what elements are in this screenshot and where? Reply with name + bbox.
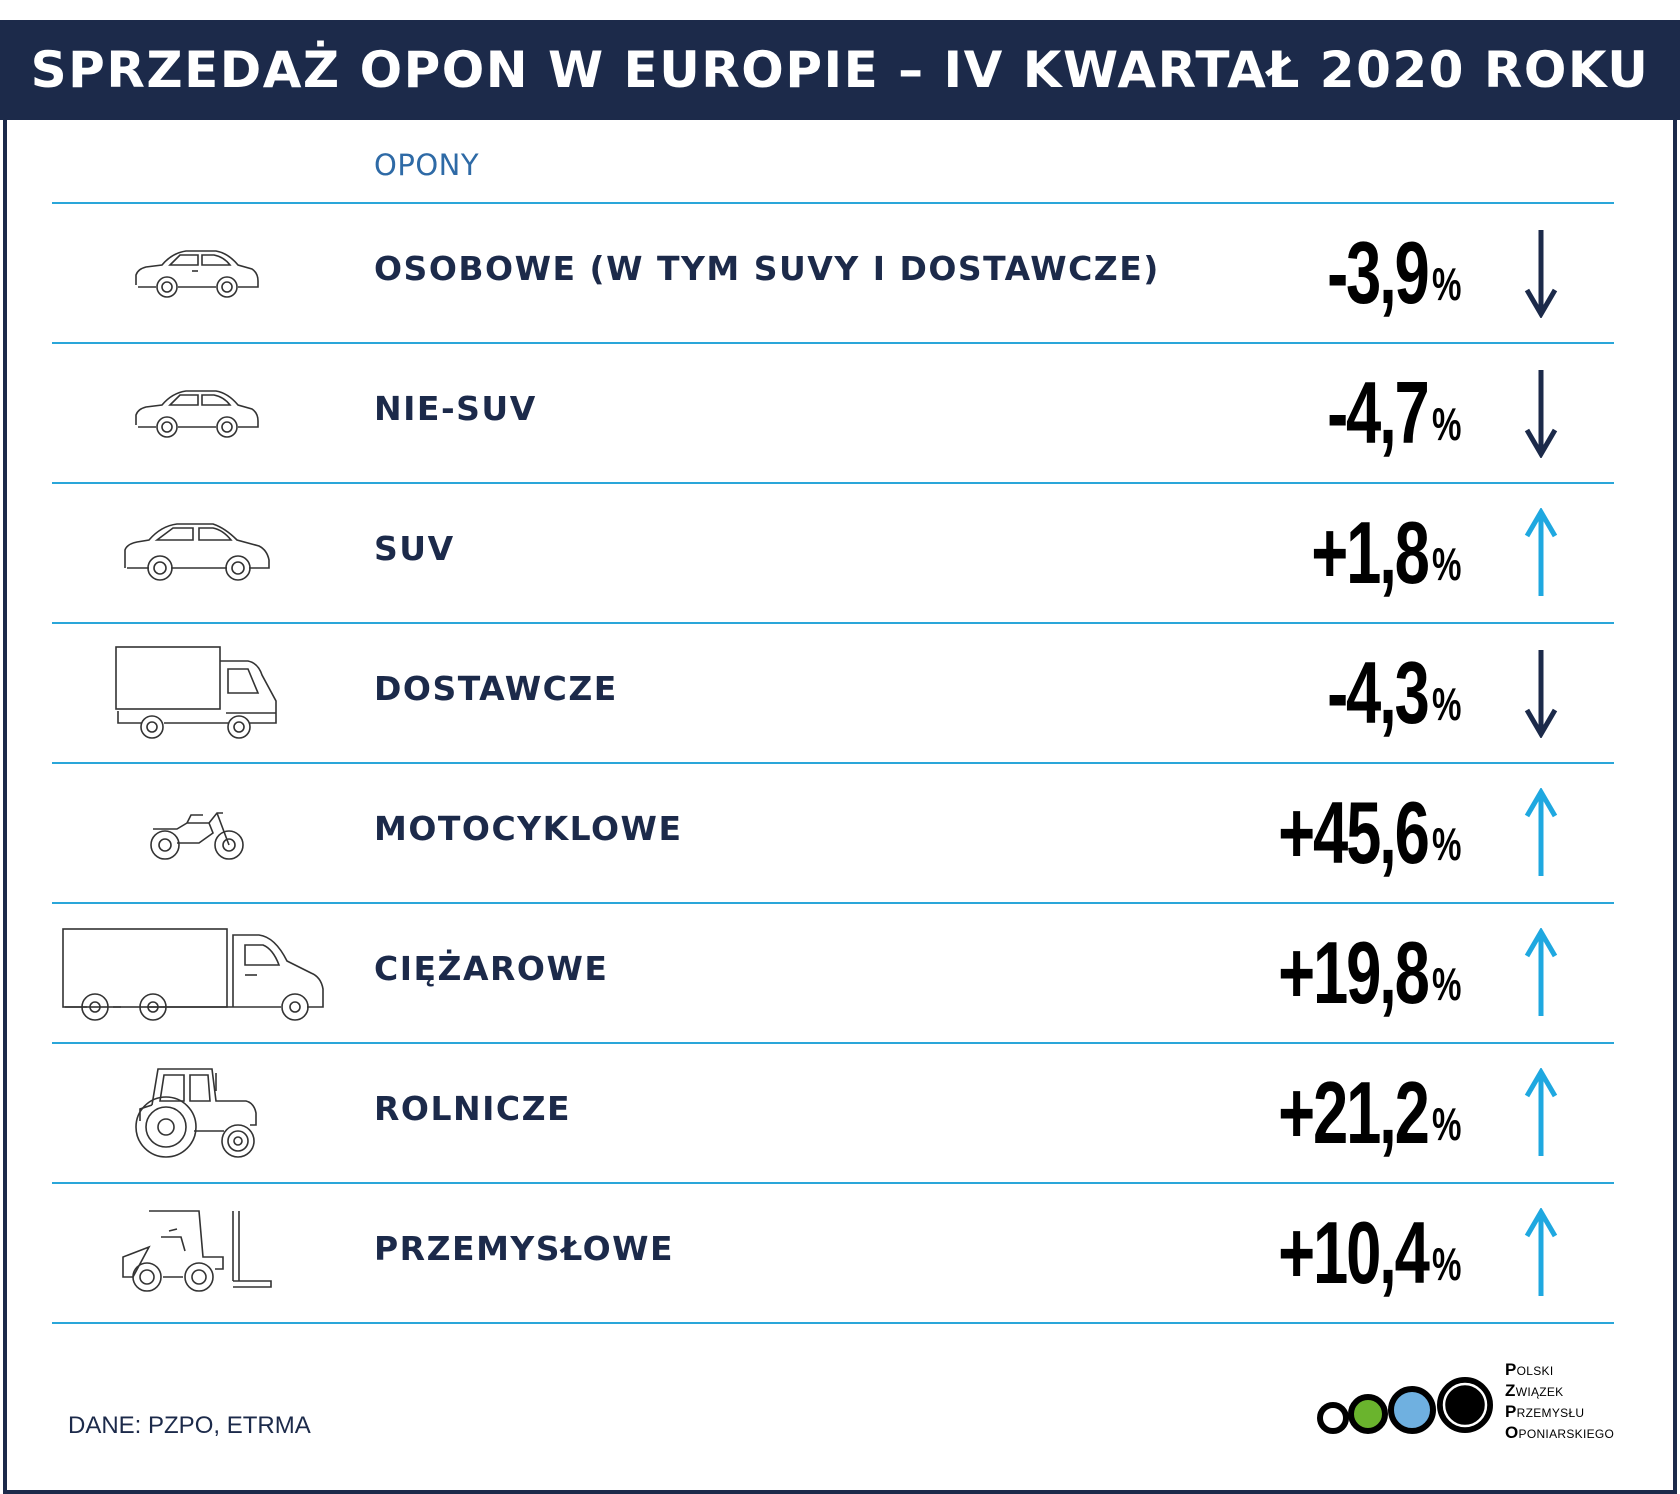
row-divider <box>52 342 1614 344</box>
arrow-up-icon <box>1524 508 1558 596</box>
arrow-up-icon <box>1524 1208 1558 1296</box>
row-divider <box>52 482 1614 484</box>
pzpo-logo-icon <box>1317 1377 1493 1434</box>
row-unit: % <box>1432 538 1462 590</box>
row-unit: % <box>1432 818 1462 870</box>
car-icon <box>135 250 259 298</box>
row-divider <box>52 1182 1614 1184</box>
forklift-icon <box>122 1210 272 1292</box>
row-unit: % <box>1432 398 1462 450</box>
row-label: CIĘŻAROWE <box>374 948 609 988</box>
arrow-down-icon <box>1524 230 1558 318</box>
table-row: PRZEMYSŁOWE +10,4 % <box>52 1184 1614 1322</box>
row-value: +45,6 <box>1278 783 1430 882</box>
row-label: DOSTAWCZE <box>374 668 618 708</box>
row-unit: % <box>1432 1238 1462 1290</box>
row-divider <box>52 622 1614 624</box>
arrow-up-icon <box>1524 1068 1558 1156</box>
arrow-down-icon <box>1524 650 1558 738</box>
row-value: +10,4 <box>1278 1203 1430 1302</box>
table-row: NIE-SUV -4,7 % <box>52 344 1614 482</box>
van-truck-icon <box>115 646 277 739</box>
row-value: +19,8 <box>1278 923 1430 1022</box>
row-label: SUV <box>374 528 455 568</box>
row-unit: % <box>1432 258 1462 310</box>
row-unit: % <box>1432 678 1462 730</box>
suv-icon <box>124 523 270 581</box>
table-row: SUV +1,8 % <box>52 484 1614 622</box>
row-divider <box>52 1322 1614 1324</box>
row-value: -4,7 <box>1327 363 1430 462</box>
arrow-up-icon <box>1524 788 1558 876</box>
row-value: -3,9 <box>1327 223 1430 322</box>
column-label: OPONY <box>374 148 480 182</box>
header-banner: SPRZEDAŻ OPON W EUROPIE – IV KWARTAŁ 202… <box>0 20 1680 120</box>
table-row: DOSTAWCZE -4,3 % <box>52 624 1614 762</box>
row-value: +21,2 <box>1278 1063 1430 1162</box>
data-source: DANE: PZPO, ETRMA <box>68 1412 311 1439</box>
tire-sales-table: OSOBOWE (W TYM SUVY I DOSTAWCZE) -3,9 % … <box>52 202 1614 1324</box>
car-icon <box>135 390 259 438</box>
lorry-icon <box>62 928 324 1021</box>
table-row: CIĘŻAROWE +19,8 % <box>52 904 1614 1042</box>
row-unit: % <box>1432 1098 1462 1150</box>
infographic-frame <box>3 20 1677 1494</box>
motorcycle-icon <box>150 812 244 860</box>
row-divider <box>52 762 1614 764</box>
row-label: NIE-SUV <box>374 388 537 428</box>
page-title: SPRZEDAŻ OPON W EUROPIE – IV KWARTAŁ 202… <box>30 41 1650 99</box>
row-label: ROLNICZE <box>374 1088 572 1128</box>
pzpo-logo-text: POLSKI ZWIĄZEK PRZEMYSŁU OPONIARSKIEGO <box>1505 1360 1615 1442</box>
row-label: OSOBOWE (W TYM SUVY I DOSTAWCZE) <box>374 248 1160 288</box>
table-row: ROLNICZE +21,2 % <box>52 1044 1614 1182</box>
row-divider <box>52 1042 1614 1044</box>
row-divider <box>52 902 1614 904</box>
table-row: OSOBOWE (W TYM SUVY I DOSTAWCZE) -3,9 % <box>52 204 1614 342</box>
row-value: +1,8 <box>1311 503 1431 602</box>
tractor-icon <box>135 1068 257 1158</box>
row-label: MOTOCYKLOWE <box>374 808 683 848</box>
table-row: MOTOCYKLOWE +45,6 % <box>52 764 1614 902</box>
row-value: -4,3 <box>1327 643 1430 742</box>
arrow-down-icon <box>1524 370 1558 458</box>
row-unit: % <box>1432 958 1462 1010</box>
arrow-up-icon <box>1524 928 1558 1016</box>
row-label: PRZEMYSŁOWE <box>374 1228 675 1268</box>
row-divider <box>52 202 1614 204</box>
